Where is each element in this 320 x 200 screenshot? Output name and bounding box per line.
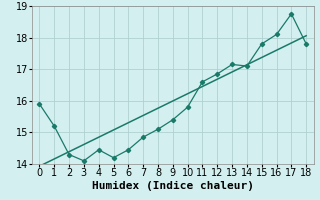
X-axis label: Humidex (Indice chaleur): Humidex (Indice chaleur) bbox=[92, 181, 254, 191]
